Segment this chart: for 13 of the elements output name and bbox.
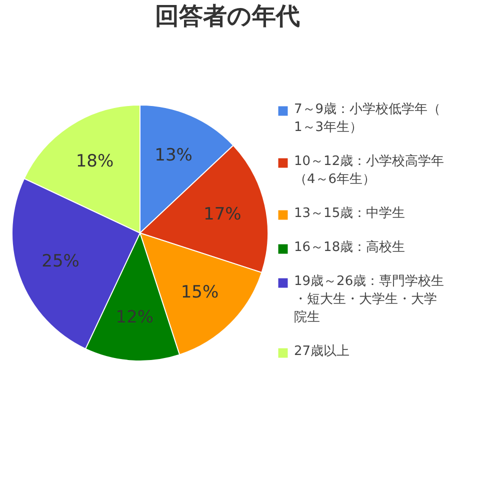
data-label: 25%	[42, 252, 80, 272]
chart-title: 回答者の年代	[155, 2, 300, 30]
legend-label: 16～18歳：高校生	[294, 239, 406, 255]
legend-label: 13～15歳：中学生	[294, 206, 406, 221]
legend-label: 27歳以上	[294, 344, 350, 359]
legend-label: 10～12歳：小学校高学年（4～6年生）	[294, 153, 444, 187]
legend-label: 19歳～26歳：専門学校生・短大生・大学生・大学院生	[294, 274, 444, 325]
data-label: 13%	[154, 145, 192, 166]
data-label: 18%	[76, 152, 114, 172]
legend-label: 7～9歳：小学校低学年（1～3年生）	[294, 102, 441, 135]
data-label: 15%	[180, 282, 219, 303]
data-label: 12%	[116, 307, 154, 328]
data-label: 17%	[204, 204, 242, 225]
